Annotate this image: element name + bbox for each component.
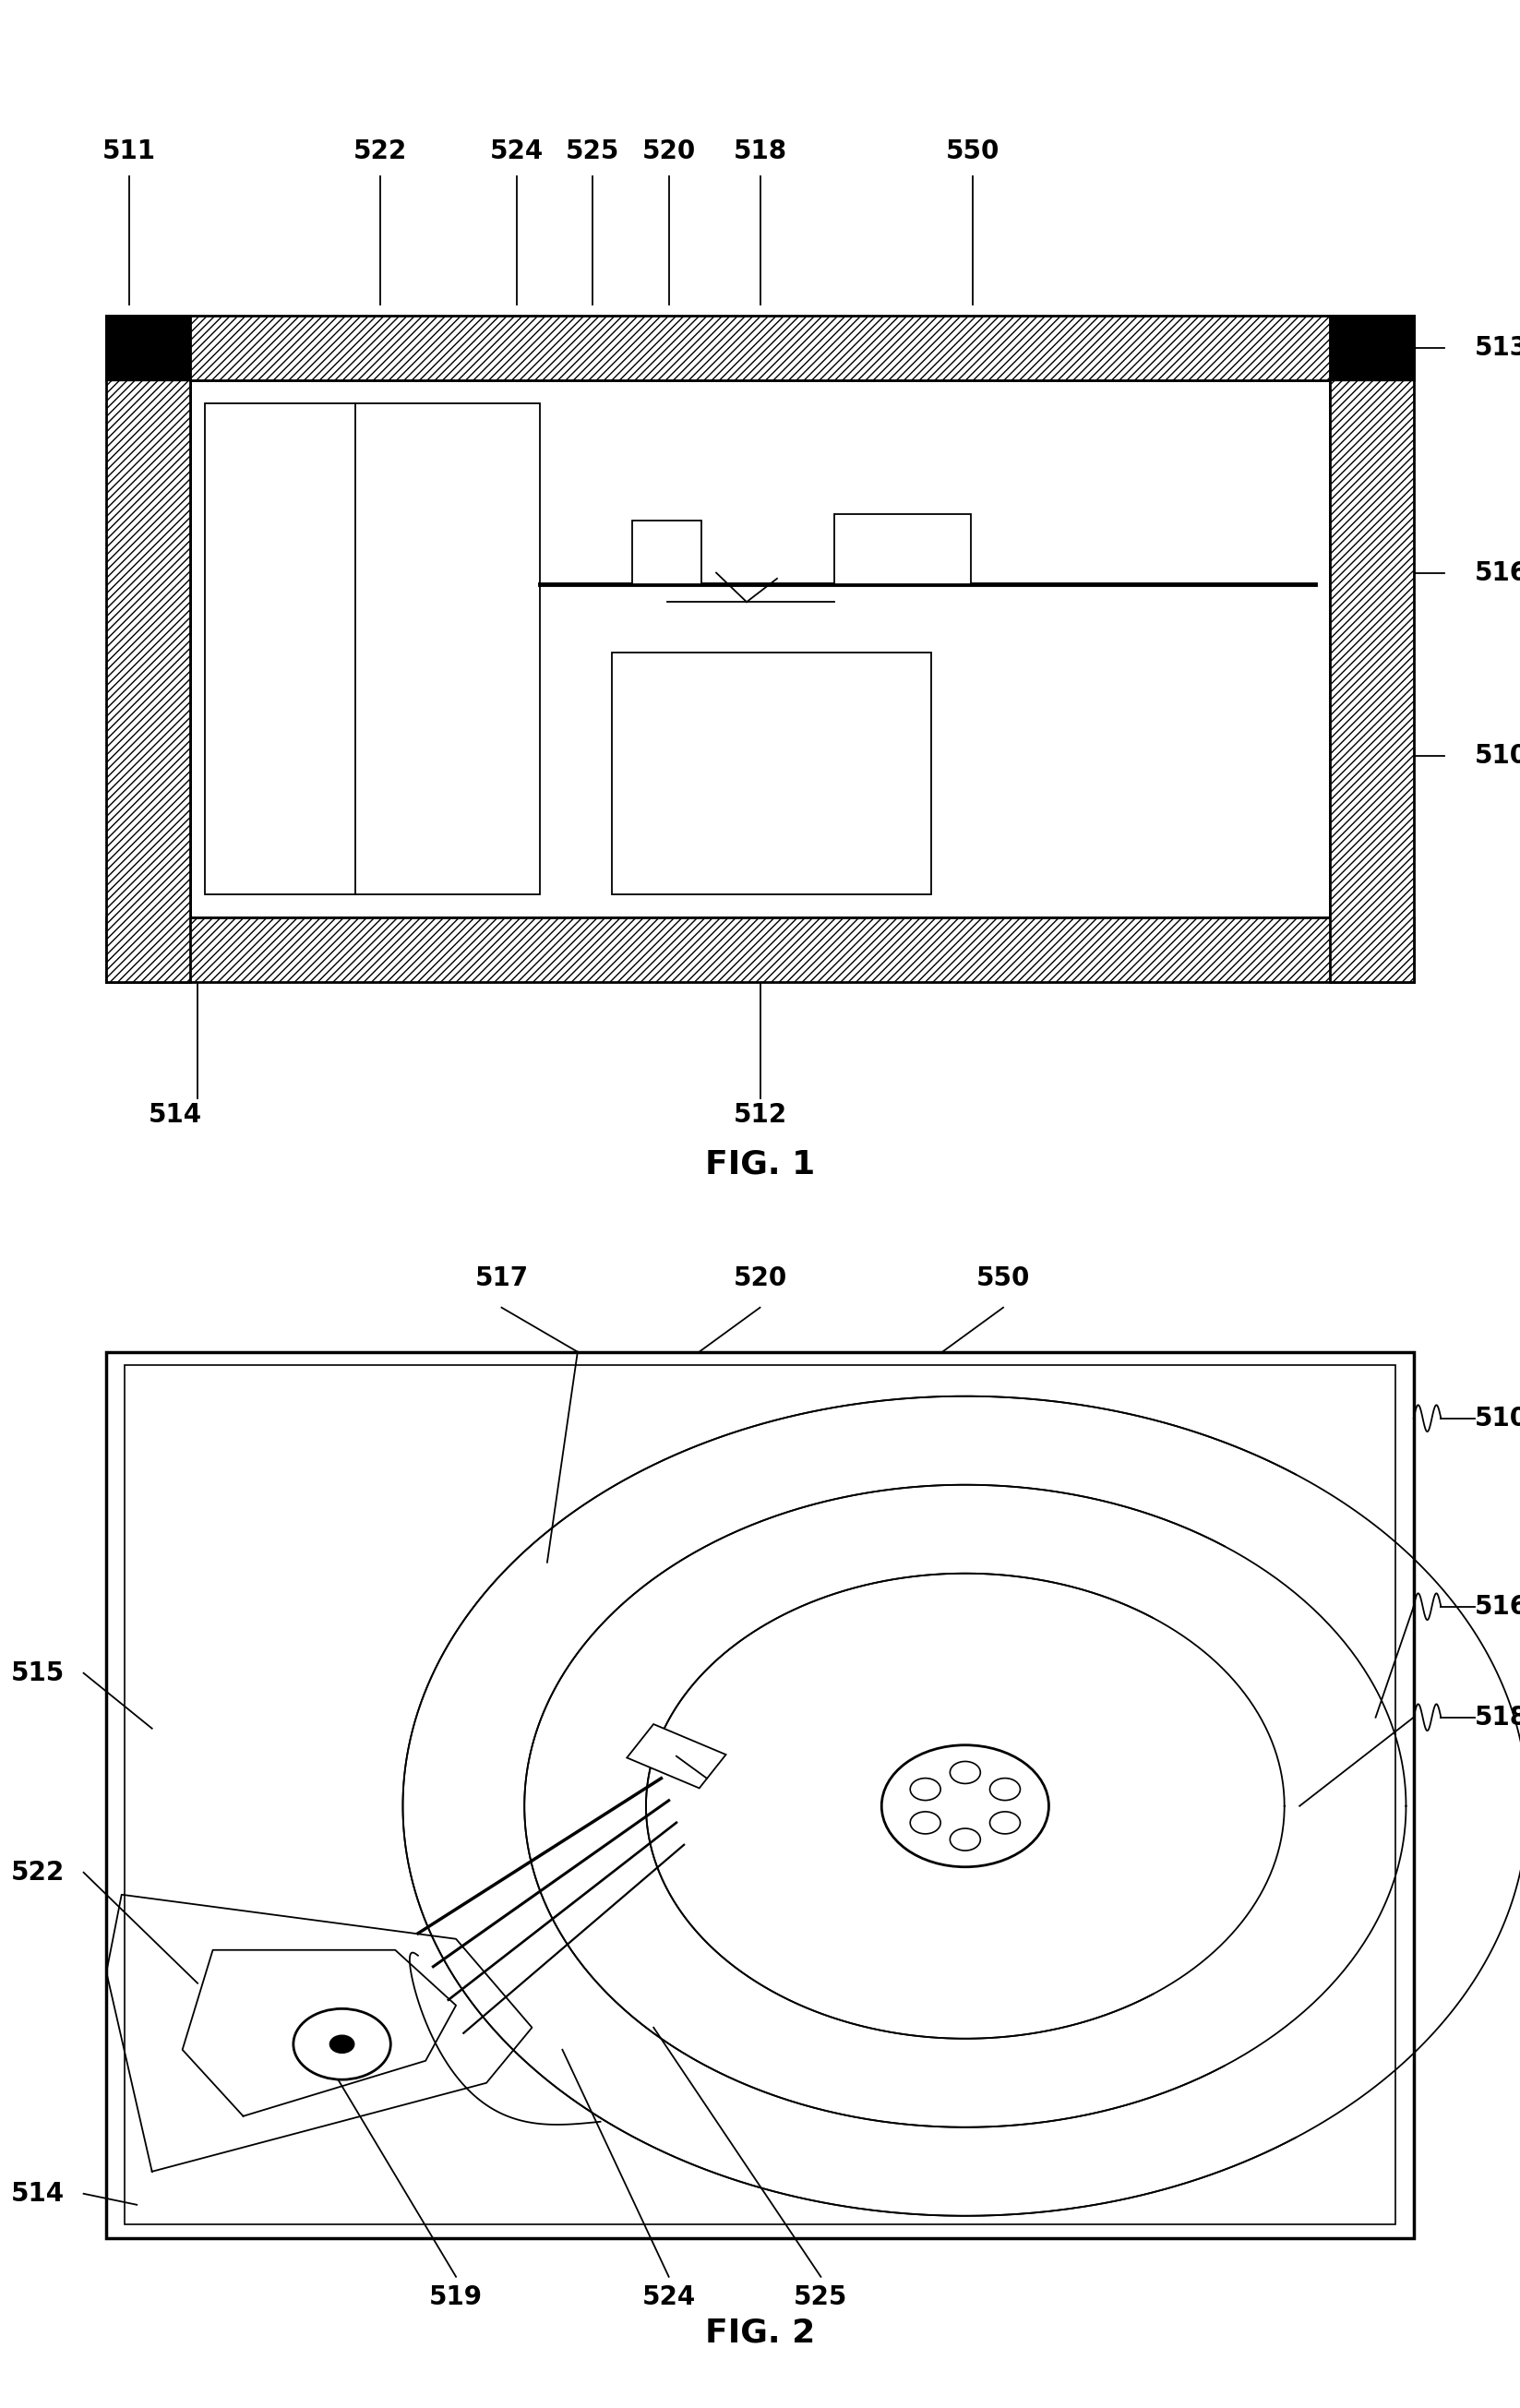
Text: 524: 524 — [641, 2285, 696, 2309]
Text: FIG. 1: FIG. 1 — [705, 1149, 815, 1180]
Bar — [632, 520, 701, 585]
Text: 515: 515 — [11, 1659, 65, 1686]
Bar — [106, 315, 1414, 380]
Circle shape — [293, 2008, 391, 2081]
Circle shape — [882, 1746, 1049, 1866]
Text: 520: 520 — [641, 137, 696, 164]
Bar — [611, 653, 930, 893]
Bar — [1330, 315, 1414, 380]
Bar — [190, 380, 1330, 917]
Text: 550: 550 — [976, 1264, 1031, 1291]
Circle shape — [990, 1811, 1020, 1835]
Bar — [834, 515, 971, 585]
Text: 514: 514 — [11, 2182, 65, 2206]
Circle shape — [910, 1811, 941, 1835]
Circle shape — [990, 1777, 1020, 1801]
Bar — [1330, 315, 1414, 982]
Text: 510: 510 — [1474, 1406, 1520, 1430]
Text: 514: 514 — [147, 1100, 202, 1127]
Text: 525: 525 — [793, 2285, 848, 2309]
Text: 513: 513 — [1474, 335, 1520, 361]
Bar — [205, 405, 540, 893]
Text: 525: 525 — [565, 137, 620, 164]
Bar — [106, 315, 190, 982]
Text: 524: 524 — [489, 137, 544, 164]
Text: 512: 512 — [733, 1100, 787, 1127]
Text: 517: 517 — [474, 1264, 529, 1291]
Polygon shape — [626, 1724, 727, 1789]
Text: 511: 511 — [102, 137, 157, 164]
Text: 522: 522 — [11, 1859, 65, 1885]
Text: 520: 520 — [733, 1264, 787, 1291]
Circle shape — [950, 1760, 980, 1784]
Text: 550: 550 — [945, 137, 1000, 164]
Text: 519: 519 — [429, 2285, 483, 2309]
Bar — [106, 1351, 1414, 2237]
Text: 516: 516 — [1474, 1594, 1520, 1621]
Text: 518: 518 — [1474, 1705, 1520, 1731]
Circle shape — [910, 1777, 941, 1801]
Bar — [125, 1365, 1395, 2225]
Text: FIG. 2: FIG. 2 — [705, 2316, 815, 2348]
Bar — [106, 315, 190, 380]
Text: 510: 510 — [1474, 744, 1520, 768]
Circle shape — [330, 2035, 354, 2054]
Circle shape — [950, 1828, 980, 1852]
Text: 522: 522 — [353, 137, 407, 164]
Text: 516: 516 — [1474, 559, 1520, 585]
Text: 518: 518 — [733, 137, 787, 164]
Bar — [106, 917, 1414, 982]
